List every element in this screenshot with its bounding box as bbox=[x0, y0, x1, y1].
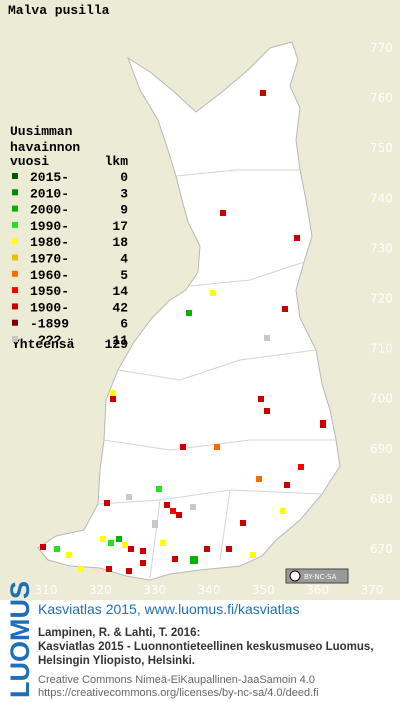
legend-swatch bbox=[12, 303, 18, 310]
legend-swatch bbox=[12, 336, 18, 342]
grid-x-label: 340 bbox=[198, 583, 221, 597]
legend-count: 17 bbox=[112, 219, 128, 234]
legend-swatch bbox=[12, 189, 18, 196]
legend-count: 0 bbox=[120, 170, 128, 185]
legend-total-label: Yhteensä bbox=[12, 337, 75, 352]
legend-swatch bbox=[12, 287, 18, 294]
legend-label: 2000- bbox=[30, 203, 69, 218]
legend-heading: havainnon bbox=[10, 140, 80, 155]
legend-swatch bbox=[12, 221, 18, 228]
legend-count: 4 bbox=[120, 252, 128, 267]
legend-label: 1900- bbox=[30, 300, 69, 315]
grid-x-label: 370 bbox=[361, 583, 384, 597]
citation: Helsingin Yliopisto, Helsinki. bbox=[38, 655, 195, 667]
legend-label: 1980- bbox=[30, 235, 69, 250]
legend-column: vuosi bbox=[10, 154, 49, 169]
footer-headline: Kasviatlas 2015, www.luomus.fi/kasviatla… bbox=[38, 601, 299, 617]
legend-label: 1950- bbox=[30, 284, 69, 299]
legend-count: 9 bbox=[120, 203, 128, 218]
grid-y-label: 730 bbox=[370, 241, 393, 255]
legend-count: 42 bbox=[112, 300, 128, 315]
grid-x-label: 330 bbox=[143, 583, 166, 597]
citation: Lampinen, R. & Lahti, T. 2016: bbox=[38, 627, 200, 639]
legend-total: 129 bbox=[105, 337, 129, 352]
legend-label: 1970- bbox=[30, 252, 69, 267]
citation: Kasviatlas 2015 - Luonnontieteellinen ke… bbox=[38, 641, 374, 653]
grid-y-label: 770 bbox=[370, 41, 393, 55]
license-url: https://creativecommons.org/licenses/by-… bbox=[38, 687, 319, 699]
legend-swatch bbox=[12, 319, 18, 326]
legend-swatch bbox=[12, 238, 18, 245]
grid-y-label: 720 bbox=[370, 292, 393, 306]
grid-y-label: 670 bbox=[370, 542, 393, 556]
badge-box bbox=[285, 568, 349, 584]
observation-squares bbox=[40, 90, 326, 574]
cc-icon bbox=[289, 570, 301, 582]
legend-label: -1899 bbox=[30, 317, 69, 332]
grid-x-label: 350 bbox=[252, 583, 275, 597]
legend-count: 6 bbox=[120, 317, 128, 332]
legend-heading: Uusimman bbox=[10, 124, 73, 139]
grid-x-label: 320 bbox=[89, 583, 112, 597]
legend-label: 1990- bbox=[30, 219, 69, 234]
legend-label: 2010- bbox=[30, 186, 69, 201]
legend-count: 5 bbox=[120, 268, 128, 283]
grid-x-label: 310 bbox=[35, 583, 58, 597]
legend-swatch bbox=[12, 205, 18, 212]
legend-count: 18 bbox=[112, 235, 128, 250]
legend-swatch bbox=[12, 254, 18, 261]
grid-y-label: 760 bbox=[370, 91, 393, 105]
legend-swatch bbox=[12, 270, 18, 277]
logo: LUOMUS bbox=[5, 581, 35, 698]
legend-label: ??? bbox=[38, 333, 62, 348]
grid-y-label: 750 bbox=[370, 141, 393, 155]
badge-text: BY-NC-SA bbox=[304, 573, 337, 581]
grid-y-label: 690 bbox=[370, 442, 393, 456]
legend-count: 14 bbox=[112, 284, 128, 299]
legend-count: 11 bbox=[112, 333, 128, 348]
grid-y-label: 700 bbox=[370, 392, 393, 406]
grid-y-label: 710 bbox=[370, 342, 393, 356]
grid-x-label: 360 bbox=[306, 583, 329, 597]
legend-label: 2015- bbox=[30, 170, 69, 185]
legend-column: lkm bbox=[105, 154, 129, 169]
license-badge: BY-NC-SA bbox=[285, 568, 349, 584]
grid-y-label: 740 bbox=[370, 191, 393, 205]
grid-y-label: 680 bbox=[370, 492, 393, 506]
legend-swatch bbox=[12, 173, 18, 179]
region-borders bbox=[97, 169, 336, 579]
legend-label: 1960- bbox=[30, 268, 69, 283]
species-title: Malva pusilla bbox=[8, 3, 110, 18]
license-text: Creative Commons Nimeä-EiKaupallinen-Jaa… bbox=[38, 674, 315, 686]
legend-count: 3 bbox=[120, 186, 128, 201]
